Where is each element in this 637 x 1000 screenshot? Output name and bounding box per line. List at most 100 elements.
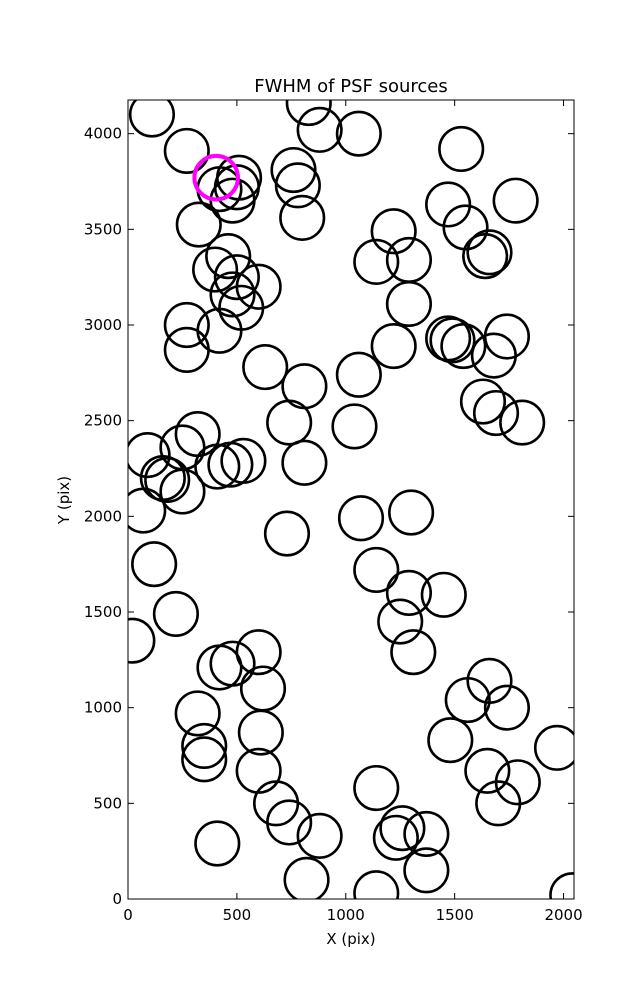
chart-title: FWHM of PSF sources xyxy=(254,76,448,97)
source-circle xyxy=(379,805,426,852)
source-circle xyxy=(353,546,400,593)
source-circle xyxy=(466,229,513,276)
x-tick-label: 500 xyxy=(223,906,252,924)
source-circle xyxy=(403,810,450,858)
highlight-source-circle xyxy=(192,153,240,202)
source-circle xyxy=(385,236,433,284)
source-circle xyxy=(425,181,472,228)
source-circle xyxy=(175,201,222,248)
x-axis-label: X (pix) xyxy=(326,930,375,948)
source-circle xyxy=(353,870,400,899)
source-circle xyxy=(403,847,450,894)
y-axis-label: Y (pix) xyxy=(55,476,73,525)
source-circle xyxy=(353,238,400,285)
source-circle xyxy=(464,747,511,794)
source-circle xyxy=(274,162,321,209)
source-circle xyxy=(427,717,474,764)
source-circle xyxy=(390,629,437,676)
y-tick-label: 1000 xyxy=(84,699,122,717)
source-circle xyxy=(205,233,252,280)
source-circle xyxy=(462,233,509,280)
y-tick-label: 3000 xyxy=(84,316,122,334)
source-circle xyxy=(459,378,507,425)
y-tick-label: 0 xyxy=(112,890,122,908)
source-circle xyxy=(131,541,178,588)
source-circle xyxy=(239,665,287,712)
source-circle xyxy=(209,640,256,687)
source-circle xyxy=(533,724,574,771)
source-circle xyxy=(194,443,241,490)
source-circle xyxy=(483,313,531,360)
source-circle xyxy=(163,301,210,349)
source-circle xyxy=(220,437,267,484)
source-circle xyxy=(549,872,574,899)
source-circle xyxy=(492,177,539,224)
source-circle xyxy=(159,424,206,471)
source-circle xyxy=(192,246,239,293)
y-axis-ticks: 0 500 1000 1500 2000 2500 3000 3500 4000 xyxy=(84,125,574,908)
x-tick-label: 0 xyxy=(123,906,133,924)
source-circle xyxy=(235,747,282,794)
x-tick-label: 2000 xyxy=(544,906,582,924)
source-circle xyxy=(388,489,435,536)
source-circle xyxy=(128,432,171,479)
source-circle xyxy=(128,617,156,664)
source-circle xyxy=(438,125,485,173)
source-circle xyxy=(420,571,467,618)
source-circle xyxy=(337,495,385,542)
source-circle xyxy=(196,644,243,691)
source-circle xyxy=(466,657,513,704)
source-markers xyxy=(128,100,574,899)
source-circle xyxy=(281,363,328,410)
y-tick-label: 3500 xyxy=(84,220,122,238)
source-circle xyxy=(237,709,284,756)
source-circle xyxy=(235,263,282,310)
source-circle xyxy=(235,629,282,676)
source-circle xyxy=(242,344,289,391)
source-circle xyxy=(370,322,417,370)
source-circle xyxy=(331,403,378,450)
source-circle xyxy=(266,799,313,846)
source-circle xyxy=(209,271,256,318)
source-circle xyxy=(470,332,517,379)
x-tick-label: 1500 xyxy=(436,906,474,924)
source-circle xyxy=(144,456,191,504)
source-circle xyxy=(494,759,541,806)
source-circle xyxy=(372,814,419,861)
source-circle xyxy=(335,110,382,157)
source-circle xyxy=(429,317,476,364)
source-circle xyxy=(263,510,311,557)
source-circle xyxy=(285,100,332,127)
source-circle xyxy=(440,322,487,370)
source-circle xyxy=(472,389,520,437)
plot-frame xyxy=(127,99,575,900)
source-circle xyxy=(215,154,263,201)
source-circle xyxy=(253,780,300,827)
y-tick-label: 4000 xyxy=(84,125,122,143)
source-circle xyxy=(353,764,400,812)
source-circle xyxy=(181,736,228,783)
source-circle xyxy=(163,127,210,174)
source-circle xyxy=(174,690,221,737)
source-circle xyxy=(499,399,546,446)
source-circle xyxy=(213,254,260,301)
x-axis-ticks: 0 500 1000 1500 2000 xyxy=(123,100,583,924)
y-tick-label: 2500 xyxy=(84,412,122,430)
y-tick-label: 500 xyxy=(93,794,122,812)
source-circle xyxy=(385,280,433,328)
y-tick-label: 1500 xyxy=(84,603,122,621)
source-circle xyxy=(163,326,210,373)
source-circle xyxy=(377,598,424,645)
source-circle xyxy=(335,351,382,398)
source-circle xyxy=(296,106,343,153)
source-circle xyxy=(270,146,317,194)
source-circle xyxy=(483,684,531,731)
y-tick-label: 2000 xyxy=(84,507,122,525)
source-circle xyxy=(152,590,199,637)
source-circle xyxy=(279,194,326,241)
source-circle xyxy=(296,812,343,859)
x-tick-label: 1000 xyxy=(327,906,365,924)
source-circle xyxy=(283,856,330,899)
source-circle xyxy=(194,820,241,867)
